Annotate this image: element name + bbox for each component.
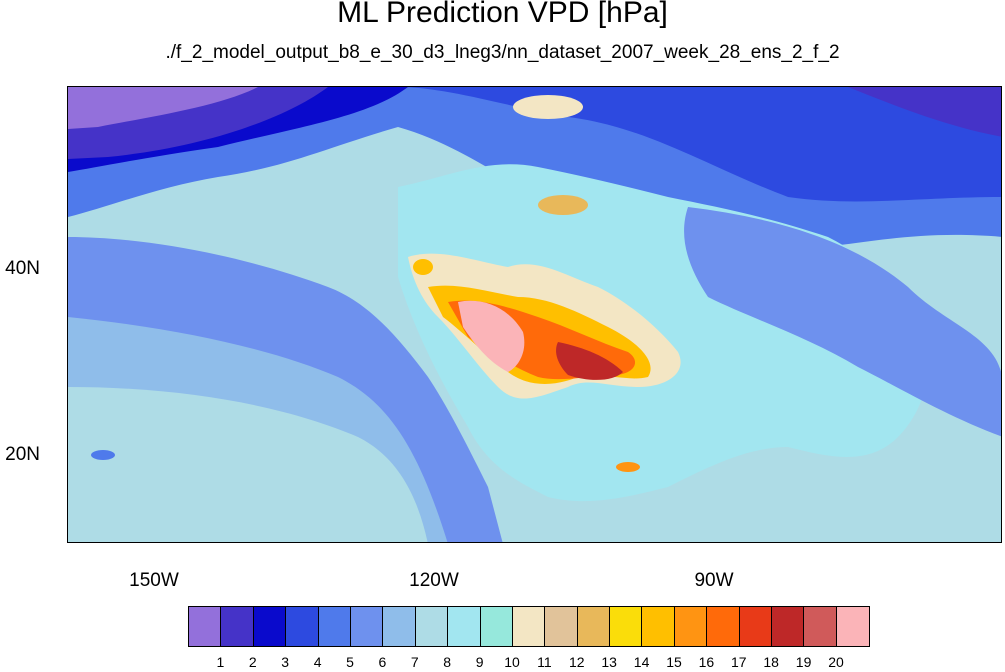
colorbar-box-10 bbox=[512, 607, 546, 646]
map-title: ML Prediction VPD [hPa] bbox=[337, 0, 668, 29]
lon-tick-90w: 90W bbox=[694, 570, 734, 591]
colorbar-box-5 bbox=[350, 607, 384, 646]
lon-tick-150w: 150W bbox=[129, 570, 179, 591]
colorbar-box-2 bbox=[253, 607, 287, 646]
field-arctic-11 bbox=[513, 95, 583, 119]
colorbar-box-19 bbox=[804, 607, 837, 646]
colorbar-label: 16 bbox=[698, 654, 715, 670]
colorbar-label: 17 bbox=[731, 654, 747, 670]
colorbar-label: 11 bbox=[537, 654, 552, 670]
colorbar-box-17 bbox=[739, 607, 773, 646]
colorbar-box-16 bbox=[707, 607, 740, 646]
lat-tick-20n: 20N bbox=[5, 444, 40, 465]
colorbar-label: 15 bbox=[666, 654, 682, 670]
colorbar-label: 1 bbox=[216, 654, 225, 670]
colorbar-label: 3 bbox=[281, 654, 290, 670]
colorbar-label: 12 bbox=[569, 654, 585, 670]
colorbar-label: 7 bbox=[410, 654, 419, 670]
field-pacific-min bbox=[68, 87, 258, 129]
colorbar-label: 13 bbox=[601, 654, 617, 670]
colorbar-box-9 bbox=[480, 607, 513, 646]
lon-tick-120w: 120W bbox=[409, 570, 459, 591]
colorbar-box-8 bbox=[448, 607, 481, 646]
colorbar-label: 18 bbox=[763, 654, 779, 670]
field-north-low bbox=[68, 87, 1001, 202]
colorbar-box-12 bbox=[577, 607, 611, 646]
colorbar-label: 2 bbox=[248, 654, 257, 670]
colorbar-box-18 bbox=[772, 607, 805, 646]
colorbar-box-11 bbox=[545, 607, 578, 646]
colorbar-label: 4 bbox=[313, 654, 322, 670]
colorbar-label: 8 bbox=[443, 654, 452, 670]
colorbar-label: 19 bbox=[795, 654, 812, 670]
colorbar-label: 9 bbox=[475, 654, 484, 670]
lat-tick-40n: 40N bbox=[5, 258, 40, 279]
vpd-field-plot bbox=[68, 87, 1001, 542]
field-southwest-20 bbox=[458, 300, 525, 372]
colorbar-box-15 bbox=[674, 607, 708, 646]
field-hawaii bbox=[91, 450, 115, 460]
field-northeast-lowest bbox=[848, 87, 1001, 137]
colorbar-box-13 bbox=[610, 607, 643, 646]
colorbar-box-1 bbox=[221, 607, 254, 646]
field-east-moderate bbox=[684, 207, 1001, 437]
colorbar-label: 10 bbox=[504, 654, 520, 670]
field-california-15 bbox=[413, 259, 433, 275]
colorbar-box-3 bbox=[286, 607, 319, 646]
colorbar-box-20 bbox=[836, 607, 870, 646]
colorbar-box-0 bbox=[189, 607, 222, 646]
colorbar-box-4 bbox=[318, 607, 351, 646]
colorbar-label: 5 bbox=[346, 654, 354, 670]
field-plains-13 bbox=[538, 195, 588, 215]
colorbar-box-7 bbox=[415, 607, 449, 646]
vpd-map bbox=[67, 86, 1002, 543]
map-subtitle: ./f_2_model_output_b8_e_30_d3_lneg3/nn_d… bbox=[165, 42, 840, 63]
field-texas-19 bbox=[556, 342, 623, 380]
colorbar-label: 14 bbox=[633, 654, 650, 670]
colorbar bbox=[188, 606, 871, 647]
field-mexico-16 bbox=[616, 462, 640, 472]
field-pacific-high bbox=[68, 387, 428, 542]
colorbar-label: 20 bbox=[828, 654, 844, 670]
colorbar-box-14 bbox=[642, 607, 675, 646]
colorbar-label: 6 bbox=[378, 654, 387, 670]
colorbar-box-6 bbox=[383, 607, 416, 646]
